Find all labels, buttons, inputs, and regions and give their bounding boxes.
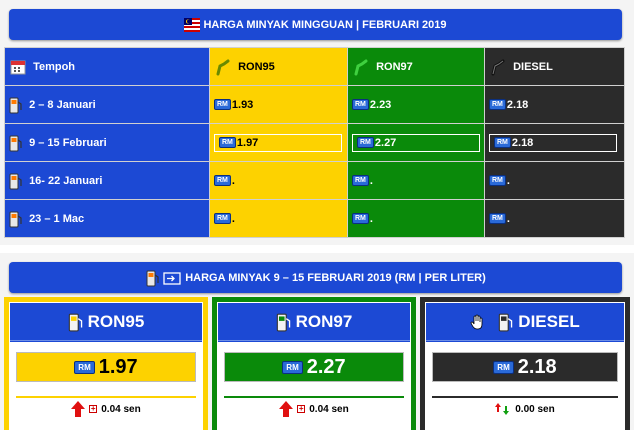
rm-icon: RM [352, 213, 369, 225]
price-sign-icon [163, 271, 181, 285]
weekly-price-table: Tempoh RON95 RON97 DIESEL [4, 47, 625, 238]
rm-icon: RM [352, 99, 369, 111]
rm-icon: RM [214, 99, 231, 111]
current-price-banner: HARGA MINYAK 9 – 15 FEBRUARI 2019 (RM | … [9, 262, 622, 293]
header-period: Tempoh [4, 47, 210, 86]
price-card-ron95: RON95 RM 1.97 + 0.04 sen [4, 297, 208, 430]
table-row-highlighted: 9 – 15 Februari RM 1.97 RM 2.27 RM 2.18 [4, 123, 625, 162]
card-fuel-name: RON95 [87, 311, 145, 331]
plus-icon: + [297, 404, 306, 413]
price-display: RM 2.27 [224, 352, 404, 382]
price-card-diesel: DIESEL RM 2.18 0.00 sen [420, 297, 630, 430]
table-row: 23 – 1 Mac RM. RM. RM. [4, 199, 625, 238]
weekly-price-panel: HARGA MINYAK MINGGUAN | FEBRUARI 2019 Te… [0, 0, 634, 245]
rm-icon: RM [352, 175, 369, 187]
table-row: 2 – 8 Januari RM 1.93 RM 2.23 RM 2.18 [4, 85, 625, 124]
price-card-ron97: RON97 RM 2.27 + 0.04 sen [212, 297, 416, 430]
rm-icon: RM [493, 360, 514, 374]
header-diesel: DIESEL [484, 47, 625, 86]
price-change: 0.00 sen [432, 396, 618, 420]
malaysia-flag-icon [184, 17, 201, 32]
plus-icon: + [89, 404, 98, 413]
hand-cursor-icon [470, 314, 483, 329]
arrow-up-icon [71, 401, 86, 417]
card-fuel-name: RON97 [295, 311, 353, 331]
weekly-price-banner: HARGA MINYAK MINGGUAN | FEBRUARI 2019 [9, 9, 622, 40]
rm-icon: RM [494, 137, 511, 149]
fuel-pump-icon [9, 210, 23, 228]
price-change: + 0.04 sen [16, 396, 196, 420]
fuel-pump-icon [68, 313, 82, 331]
current-price-title: HARGA MINYAK 9 – 15 FEBRUARI 2019 (RM | … [185, 271, 486, 284]
fuel-pump-icon [145, 269, 161, 287]
table-header-row: Tempoh RON95 RON97 DIESEL [4, 47, 625, 86]
fuel-nozzle-icon [491, 59, 505, 75]
price-display: RM 2.18 [432, 352, 618, 382]
fuel-pump-icon [276, 313, 290, 331]
fuel-nozzle-icon [354, 59, 368, 75]
rm-icon: RM [489, 99, 506, 111]
calendar-icon [10, 60, 26, 74]
fuel-pump-icon [9, 134, 23, 152]
price-change: + 0.04 sen [224, 396, 404, 420]
fuel-pump-icon [9, 172, 23, 190]
arrows-updown-icon [495, 403, 510, 415]
rm-icon: RM [214, 213, 231, 225]
rm-icon: RM [489, 213, 506, 225]
fuel-pump-icon [499, 313, 513, 331]
fuel-nozzle-icon [216, 59, 230, 75]
price-display: RM 1.97 [16, 352, 196, 382]
weekly-price-title: HARGA MINYAK MINGGUAN | FEBRUARI 2019 [203, 18, 447, 31]
card-fuel-name: DIESEL [518, 311, 580, 331]
rm-icon: RM [214, 175, 231, 187]
rm-icon: RM [489, 175, 506, 187]
header-ron97: RON97 [347, 47, 485, 86]
arrow-up-icon [279, 401, 294, 417]
current-price-panel: HARGA MINYAK 9 – 15 FEBRUARI 2019 (RM | … [0, 253, 634, 430]
fuel-pump-icon [9, 96, 23, 114]
rm-icon: RM [74, 360, 95, 374]
rm-icon: RM [282, 360, 303, 374]
header-ron95: RON95 [209, 47, 348, 86]
rm-icon: RM [219, 137, 236, 149]
rm-icon: RM [357, 137, 374, 149]
table-row: 16- 22 Januari RM. RM. RM. [4, 161, 625, 200]
